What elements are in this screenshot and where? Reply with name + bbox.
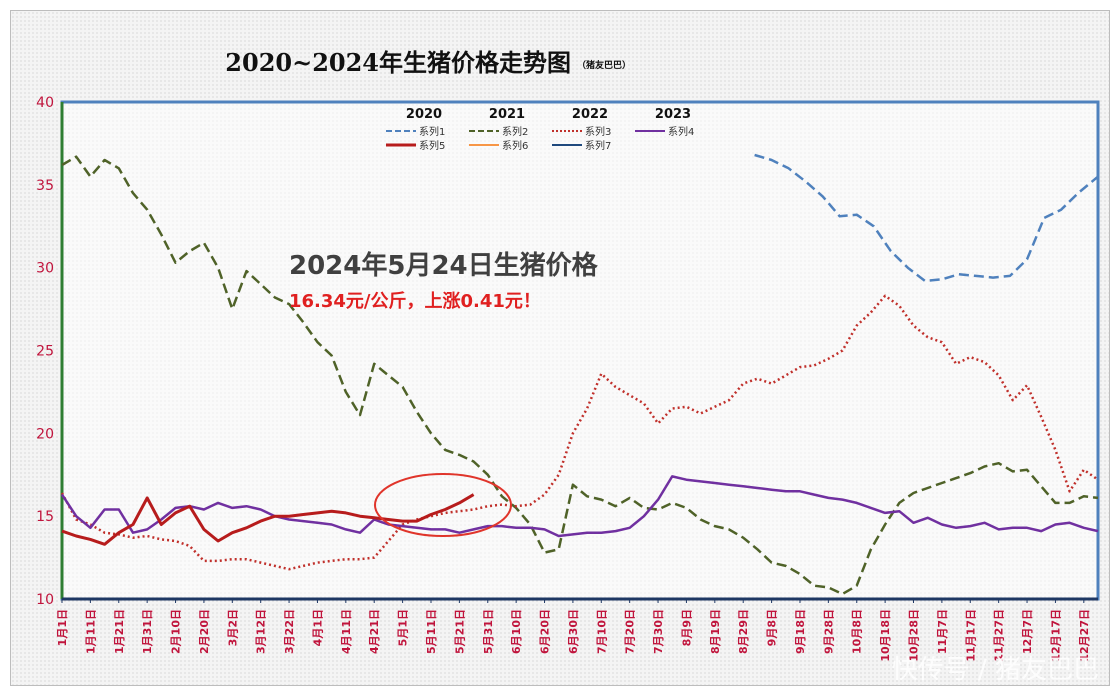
series-group [60, 153, 1099, 596]
x-tick-label: 2月10日 [170, 609, 183, 654]
legend: 2020 2021 2022 2023 系列1 系列2 系列3 系列4 系列5 系列6 系列7 [386, 107, 694, 152]
x-tick-label: 5月21日 [453, 609, 466, 654]
legend-year: 2020 [406, 107, 442, 122]
y-tick-label: 30 [36, 261, 54, 277]
x-tick-label: 9月8日 [766, 609, 779, 646]
x-tick-label: 12月17日 [1049, 609, 1062, 662]
legend-label: 系列7 [585, 139, 611, 152]
x-tick-labels: 1月1日 1月11日 1月21日 1月31日 2月10日 2月20日 3月2日 3月12日 3月… [56, 599, 1091, 662]
series-line-系列2 [61, 155, 1099, 596]
x-tick-label: 1月31日 [141, 609, 154, 654]
x-tick-label: 8月9日 [680, 609, 693, 646]
x-tick-label: 7月10日 [595, 609, 608, 654]
x-tick-label: 11月17日 [964, 609, 977, 662]
x-tick-label: 7月20日 [624, 609, 637, 654]
x-tick-label: 5月11日 [425, 609, 438, 654]
legend-year: 2021 [489, 107, 525, 122]
x-tick-label: 8月29日 [737, 609, 750, 654]
x-tick-label: 4月1日 [311, 609, 324, 646]
x-tick-label: 10月8日 [851, 609, 864, 654]
y-tick-label: 25 [36, 344, 54, 360]
legend-year: 2023 [655, 107, 691, 122]
legend-label: 系列6 [502, 139, 528, 152]
x-tick-label: 12月7日 [1021, 609, 1034, 654]
x-tick-label: 3月22日 [283, 609, 296, 654]
legend-label: 系列2 [502, 125, 528, 138]
x-tick-label: 9月28日 [822, 609, 835, 654]
y-tick-label: 15 [36, 509, 54, 525]
plot-area [60, 100, 1100, 601]
chart-subtitle: （猪友巴巴） [577, 59, 631, 71]
x-tick-label: 11月7日 [936, 609, 949, 654]
watermark: 快传号 / 猪友巴巴 [892, 655, 1099, 685]
series-line-系列3 [60, 294, 1099, 571]
x-tick-label: 8月19日 [709, 609, 722, 654]
series-line-系列5 [61, 493, 475, 546]
series-line-系列4 [60, 475, 1099, 538]
legend-label: 系列1 [419, 125, 445, 138]
x-tick-label: 10月18日 [879, 609, 892, 662]
x-tick-label: 7月30日 [652, 609, 665, 654]
annotation-price: 16.34元/公斤，上涨0.41元！ [289, 291, 541, 312]
x-tick-label: 1月11日 [84, 609, 97, 654]
legend-label: 系列4 [668, 125, 694, 138]
series-line-系列1 [754, 153, 1099, 283]
chart-title: 2020~2024年生猪价格走势图 [225, 48, 571, 77]
chart-frame: 2020~2024年生猪价格走势图 （猪友巴巴） 10 15 20 25 30 35 40 … [10, 10, 1110, 686]
x-tick-label: 2月20日 [198, 609, 211, 654]
y-tick-label: 35 [36, 178, 54, 194]
x-tick-label: 3月2日 [226, 609, 239, 646]
x-tick-label: 4月11日 [340, 609, 353, 654]
x-tick-label: 5月1日 [397, 609, 410, 646]
x-tick-label: 1月21日 [113, 609, 126, 654]
chart-svg: 2020~2024年生猪价格走势图 （猪友巴巴） 10152025303540 … [36, 48, 1100, 685]
legend-year: 2022 [572, 107, 608, 122]
y-tick-label: 10 [36, 592, 54, 608]
x-tick-label: 5月31日 [482, 609, 495, 654]
x-tick-label: 6月10日 [510, 609, 523, 654]
legend-label: 系列3 [585, 125, 611, 138]
y-tick-label: 20 [36, 426, 54, 442]
x-tick-label: 3月12日 [255, 609, 268, 654]
x-tick-label: 6月30日 [567, 609, 580, 654]
highlight-ellipse [374, 473, 512, 537]
x-tick-label: 9月18日 [794, 609, 807, 654]
y-tick-labels: 10 15 20 25 30 35 40 [36, 95, 54, 608]
x-tick-label: 6月20日 [539, 609, 552, 654]
y-tick-label: 40 [36, 95, 54, 111]
legend-label: 系列5 [419, 139, 445, 152]
x-tick-label: 10月28日 [908, 609, 921, 662]
annotation-headline: 2024年5月24日生猪价格 [289, 250, 599, 281]
x-tick-label: 12月27日 [1078, 609, 1091, 662]
x-tick-label: 11月27日 [993, 609, 1006, 662]
x-tick-label: 1月1日 [56, 609, 69, 646]
x-tick-label: 4月21日 [368, 609, 381, 654]
